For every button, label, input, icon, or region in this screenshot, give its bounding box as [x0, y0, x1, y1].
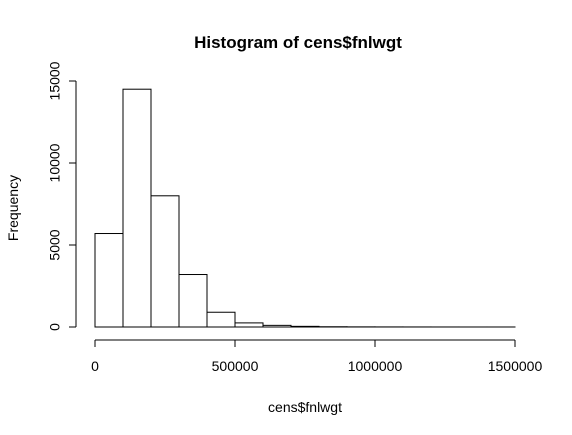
x-axis-label: cens$fnlwgt [268, 399, 342, 415]
x-tick-label: 1500000 [488, 358, 543, 374]
x-tick-label: 1000000 [348, 358, 403, 374]
histogram-bar-1 [122, 88, 152, 328]
histogram-bars [94, 88, 516, 328]
y-tick-label: 0 [47, 323, 63, 331]
histogram-bar-2 [150, 195, 180, 328]
y-tick-label: 5000 [47, 229, 63, 260]
histogram-bar-6 [262, 324, 292, 328]
histogram-bar-7 [290, 325, 320, 328]
y-axis: 0 5000 10000 15000 [47, 61, 77, 331]
chart-title: Histogram of cens$fnlwgt [194, 33, 402, 52]
x-tick-label: 500000 [212, 358, 259, 374]
x-tick-label: 0 [91, 358, 99, 374]
x-axis: 0 500000 1000000 1500000 [91, 339, 543, 374]
histogram-bar-3 [178, 274, 208, 328]
y-tick-label: 10000 [47, 143, 63, 182]
histogram-bar-5 [234, 322, 264, 328]
histogram-bar-4 [206, 311, 236, 328]
histogram-bar-0 [94, 233, 124, 328]
y-tick-label: 15000 [47, 61, 63, 100]
y-axis-label: Frequency [5, 175, 21, 241]
